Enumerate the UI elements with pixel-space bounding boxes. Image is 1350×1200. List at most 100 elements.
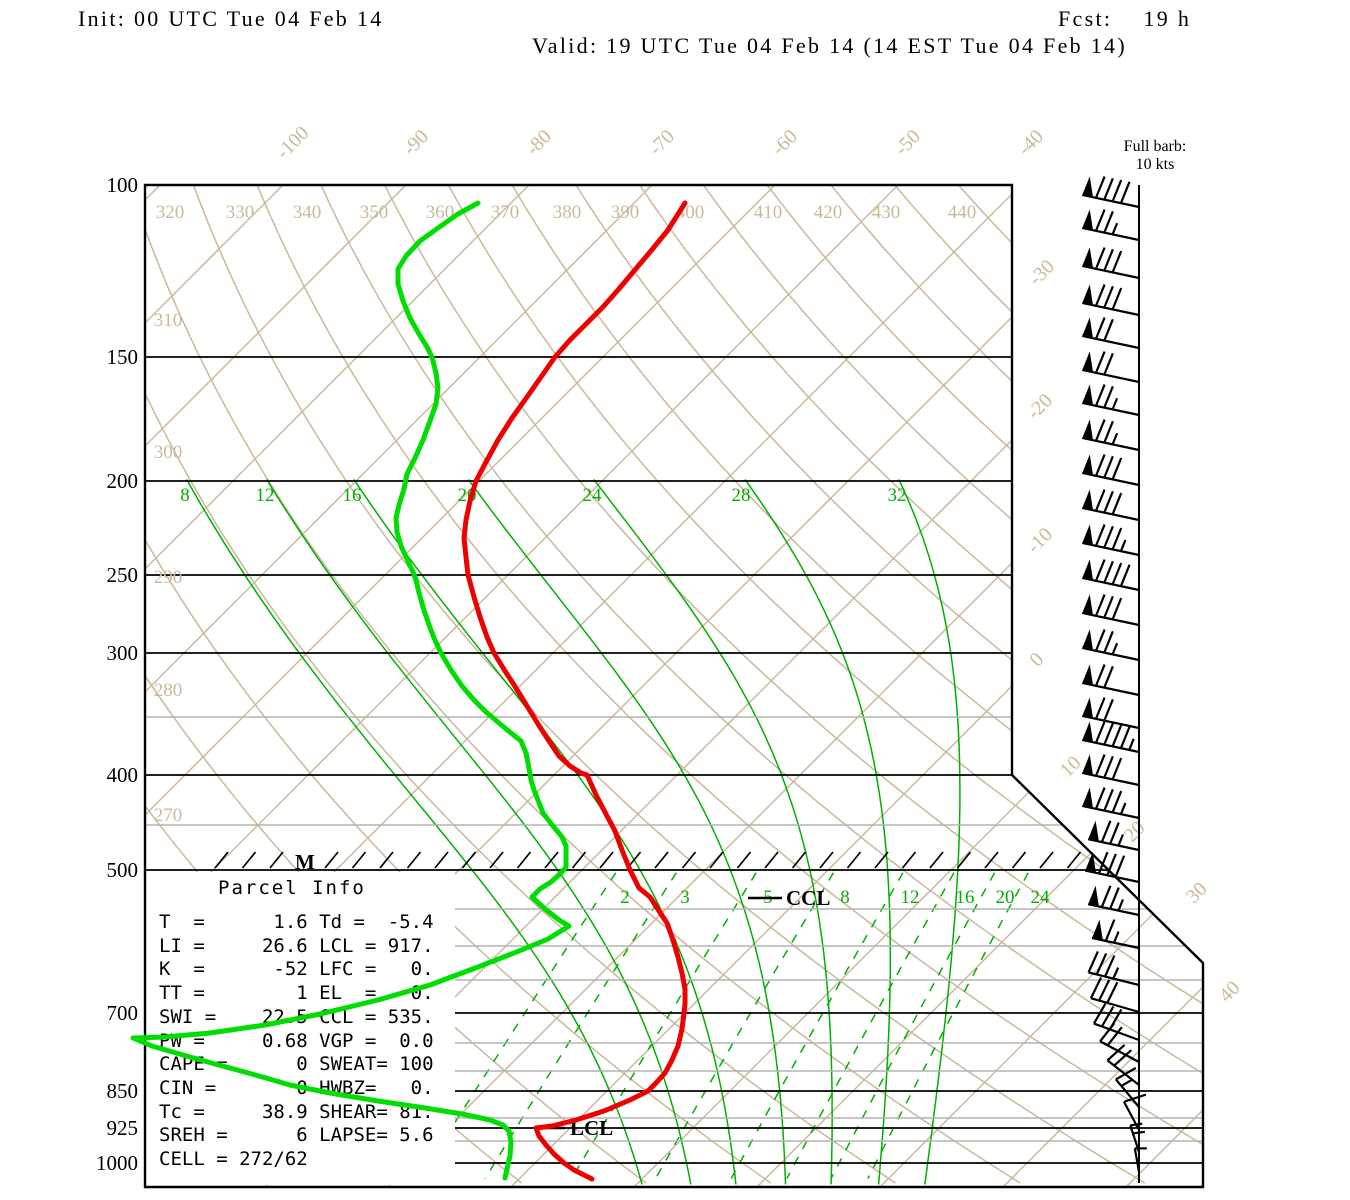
temperature-axis-label: -10 — [1023, 524, 1057, 558]
wind-barb — [1082, 176, 1140, 209]
mixing-ratio-line — [867, 872, 1029, 1179]
hatch-tick — [709, 851, 724, 869]
isotherm-line — [630, 185, 1203, 1187]
parcel-info-line: SWI = 22.5 CCL = 535. — [159, 1005, 434, 1028]
parcel-info-line: CELL = 272/62 — [159, 1148, 308, 1171]
pressure-axis-label: 400 — [107, 763, 139, 787]
valid-time-label: Valid: 19 UTC Tue 04 Feb 14 (14 EST Tue … — [532, 33, 1127, 58]
wind-barb-column — [1082, 176, 1147, 1183]
theta-line-label: 420 — [814, 202, 843, 223]
wind-barb — [1091, 919, 1140, 950]
parcel-info-line: CIN = 0 HWBZ= 0. — [159, 1076, 434, 1099]
parcel-info-line: LI = 26.6 LCL = 917. — [159, 934, 434, 957]
hatch-tick — [681, 851, 697, 869]
dry-adiabat-line — [447, 185, 1203, 1184]
pressure-axis-label: 850 — [107, 1079, 139, 1103]
parcel-info-line: TT = 1 EL = 0. — [159, 982, 434, 1005]
temperature-axis-label: -60 — [768, 126, 802, 160]
mixing-ratio-label: 20 — [996, 887, 1015, 908]
wind-barb — [1087, 820, 1140, 852]
theta-line-label: 340 — [293, 202, 322, 223]
temperature-axis-label: -50 — [891, 126, 925, 160]
theta-line-label: 390 — [611, 202, 640, 223]
mixing-ratio-label: 2 — [620, 887, 630, 908]
hatch-tick — [489, 851, 504, 869]
moist-adiabat-line — [467, 478, 787, 1185]
hatch-tick — [984, 851, 999, 869]
wind-barb — [1082, 559, 1140, 592]
theta-line-label: 400 — [676, 202, 705, 223]
isotherm-line — [753, 185, 1203, 1187]
pressure-axis-label: 200 — [107, 469, 139, 493]
pressure-axis-label: 700 — [107, 1001, 139, 1025]
dry-adiabat-line — [766, 185, 1203, 1184]
theta-line-label: 440 — [948, 202, 977, 223]
theta-line-label: 300 — [154, 442, 183, 463]
parcel-info-line: CAPE = 0 SWEAT= 100 — [159, 1053, 434, 1076]
theta-line-label: 370 — [491, 202, 520, 223]
pressure-axis-label: 100 — [107, 173, 139, 197]
mixing-ratio-label: 3 — [680, 887, 690, 908]
dry-adiabat-line — [511, 185, 1203, 1184]
theta-line-label: 290 — [154, 567, 183, 588]
plot-border — [143, 183, 1205, 1189]
theta-line-label: 430 — [872, 202, 901, 223]
dry-adiabat-line — [1085, 185, 1203, 1184]
temperature-axis-label: 20 — [1120, 817, 1150, 847]
hatch-tick — [791, 851, 807, 869]
parcel-info-panel: T = 1.6 Td = -5.4 LI = 26.6 LCL = 917. K =… — [159, 911, 434, 1172]
hatch-tick — [956, 851, 972, 869]
isotherm-line — [876, 185, 1203, 1187]
wind-barb — [1087, 885, 1140, 917]
wind-barb — [1082, 419, 1140, 452]
theta-line-label: 280 — [154, 680, 183, 701]
moist-adiabat-label: 8 — [180, 485, 190, 506]
temperature-axis-label: -40 — [1014, 126, 1048, 160]
barb-legend-line1: Full barb: — [1123, 138, 1187, 155]
hatch-tick — [819, 851, 834, 869]
hatch-tick — [1011, 851, 1027, 869]
hatch-tick — [406, 851, 422, 869]
hatch-tick — [214, 851, 229, 869]
wind-barb — [1082, 247, 1140, 280]
moist-adiabat-label: 12 — [256, 485, 275, 506]
wind-barb — [1133, 1147, 1147, 1173]
dry-adiabat-line — [957, 185, 1203, 1184]
mixing-ratio-line — [730, 872, 904, 1179]
temperature-axis-label: -100 — [272, 122, 313, 163]
hatch-tick — [1039, 851, 1054, 869]
parcel-info-line: PW = 0.68 VGP = 0.0 — [159, 1029, 434, 1052]
hatch-tick — [379, 851, 394, 869]
theta-line-label: 270 — [154, 805, 183, 826]
wind-barb — [1082, 594, 1140, 627]
moist-adiabat-label: 28 — [732, 485, 751, 506]
isotherm-line — [1122, 185, 1203, 1187]
dry-adiabat-line — [1021, 185, 1203, 1184]
isotherm-line — [145, 185, 161, 1187]
wind-barb — [1084, 851, 1140, 884]
mixing-ratio-label: 8 — [840, 887, 850, 908]
hatch-tick — [736, 851, 752, 869]
moist-adiabat-line — [744, 478, 892, 1185]
wind-barb — [1082, 754, 1140, 787]
theta-line-label: 310 — [154, 310, 183, 331]
theta-line-label: 320 — [156, 202, 185, 223]
parcel-info-line: Tc = 38.9 SHEAR= 81. — [159, 1100, 434, 1123]
moist-adiabat-label: 32 — [888, 485, 907, 506]
moist-adiabat-label: 24 — [583, 485, 603, 506]
hatch-tick — [351, 851, 367, 869]
parcel-info-title: Parcel Info — [218, 877, 366, 899]
temperature-axis-label: 40 — [1215, 977, 1245, 1007]
pressure-axis-label: 1000 — [96, 1151, 138, 1175]
hatch-tick — [929, 851, 944, 869]
mixing-ratio-label: 12 — [901, 887, 920, 908]
isotherm-line — [999, 185, 1203, 1187]
parcel-info-line: SREH = 6 LAPSE= 5.6 — [159, 1124, 434, 1147]
temperature-axis-label: -70 — [645, 126, 679, 160]
hatch-tick — [599, 851, 614, 869]
pressure-axis-label: 150 — [107, 345, 139, 369]
hatch-tick — [434, 851, 449, 869]
wind-barb — [1082, 209, 1140, 242]
wind-barb — [1082, 489, 1140, 522]
